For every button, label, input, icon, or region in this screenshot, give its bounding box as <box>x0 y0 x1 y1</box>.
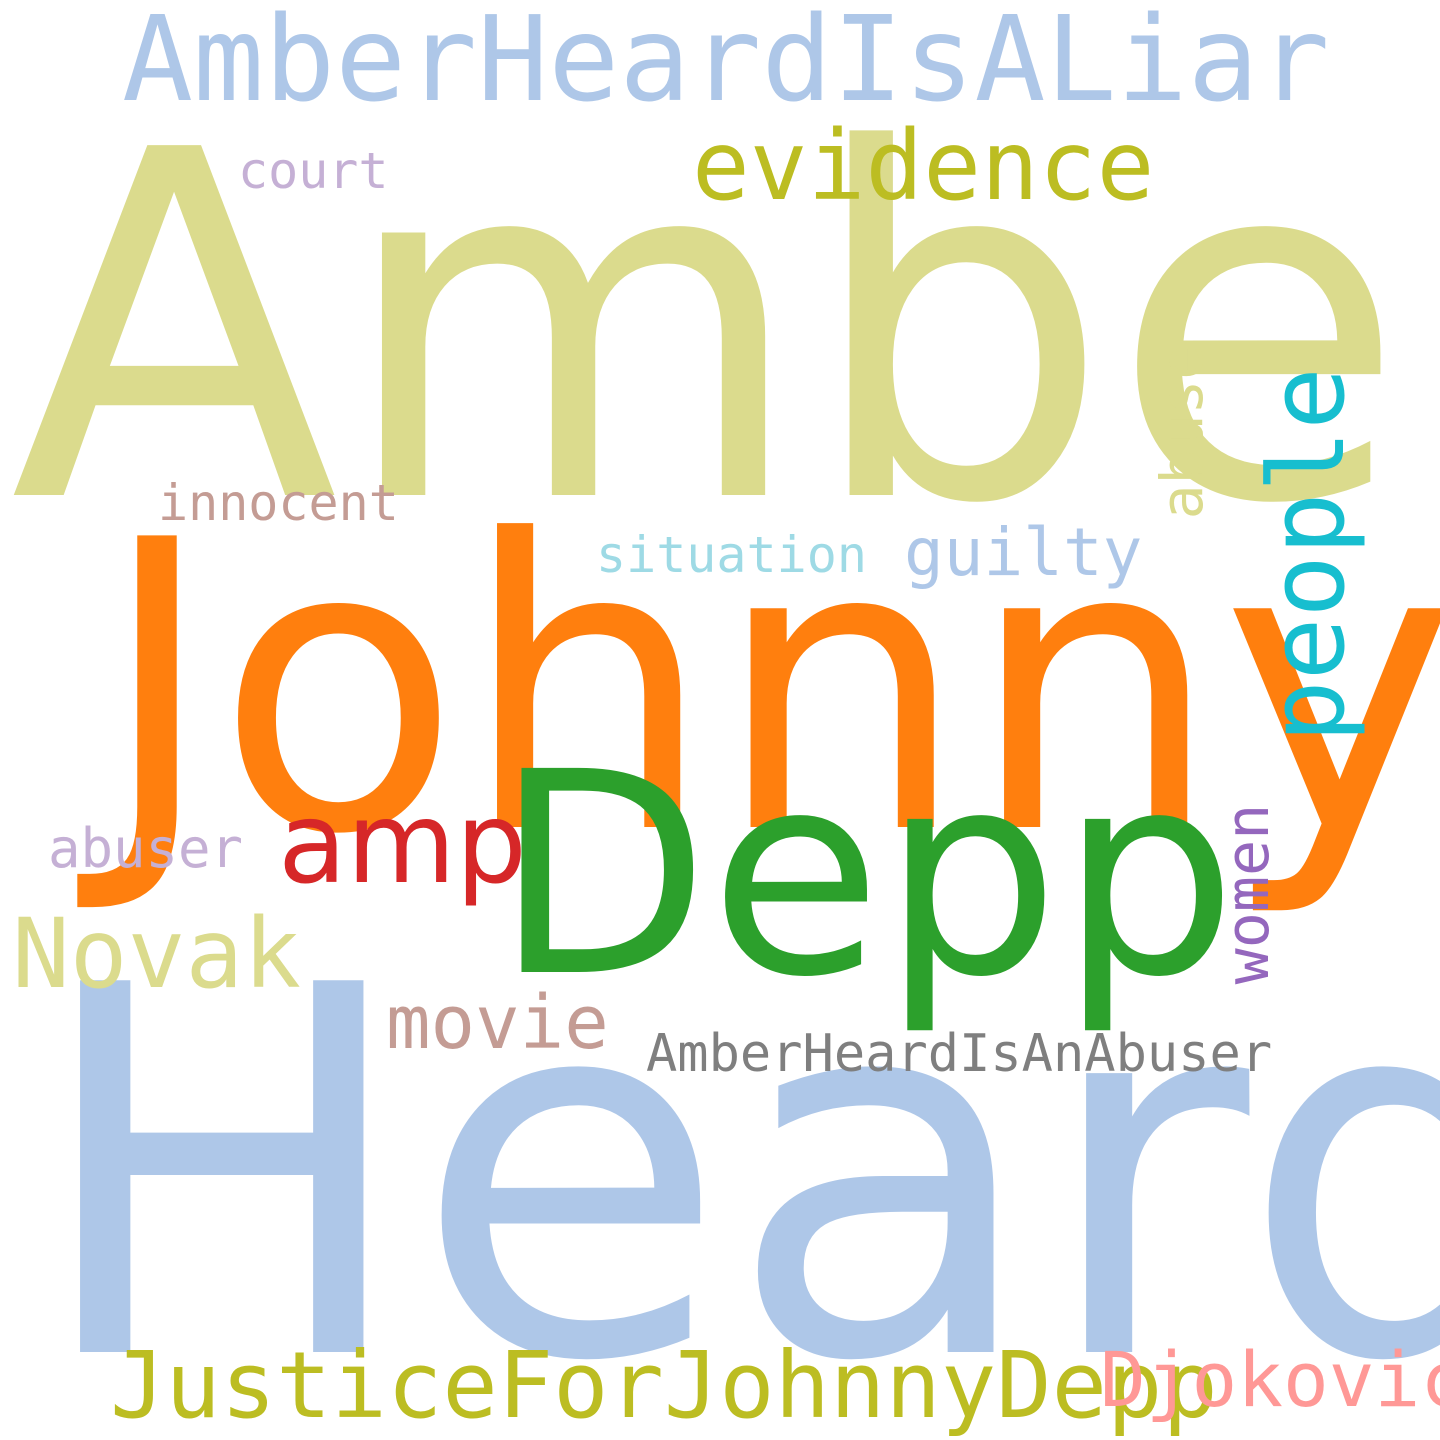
word-innocent: innocent <box>158 474 399 532</box>
word-abuser: abuser <box>48 817 244 880</box>
word-djokovic: Djokovic <box>1100 1335 1440 1424</box>
word-justiceforjohnnydepp: JusticeForJohnnyDepp <box>110 1332 1218 1439</box>
word-court: court <box>238 142 389 200</box>
word-guilty: guilty <box>904 514 1143 591</box>
word-amber: Amber <box>10 50 1440 609</box>
word-abuse: abuse <box>1148 344 1216 520</box>
word-situation: situation <box>596 526 867 584</box>
word-amp: amp <box>278 779 527 909</box>
word-amberheardisanabuser: AmberHeardIsAnAbuser <box>646 1024 1273 1084</box>
word-novak: Novak <box>12 898 301 1010</box>
word-people: people <box>1246 367 1368 743</box>
word-evidence: evidence <box>692 110 1155 222</box>
word-depp: Depp <box>494 713 1238 1039</box>
word-amberheardisaliar: AmberHeardIsALiar <box>122 0 1330 128</box>
word-women: women <box>1213 803 1283 985</box>
word-heard: Heard <box>30 880 1440 1440</box>
word-movie: movie <box>386 980 609 1066</box>
word-johnny: Johnny <box>98 457 1440 922</box>
